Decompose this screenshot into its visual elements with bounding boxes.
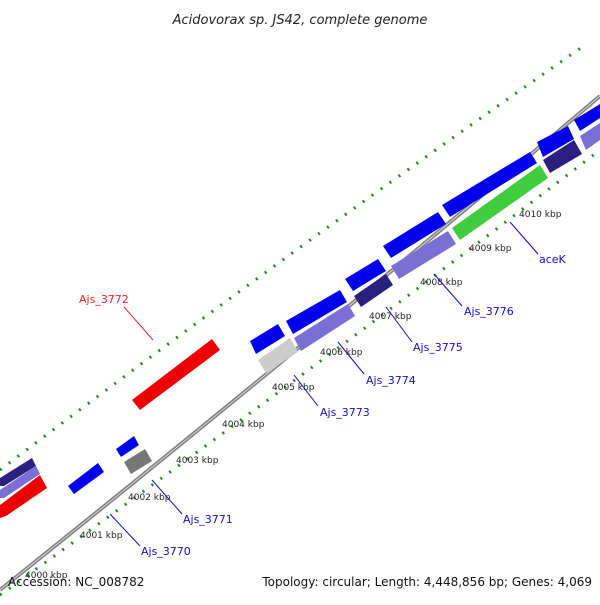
tick-label-4003: 4003 kbp: [176, 456, 219, 466]
gene-top-right-dark: [543, 140, 582, 173]
gene-ajs-3771: [124, 449, 152, 474]
gene-ajs-3775-upper: [345, 259, 386, 291]
inner-dotted-ring: [0, 148, 600, 597]
gene-ajs-3776: [391, 231, 456, 279]
gene-ajs-3775: [354, 274, 393, 307]
gene-ajs-3772: [132, 339, 220, 410]
tick-label-4010: 4010 kbp: [519, 210, 562, 220]
gene-top-right-edge: [574, 104, 600, 131]
leader-line-ajs-3773: [293, 374, 319, 407]
gene-left-red: [0, 475, 47, 518]
leader-line-acek: [509, 221, 539, 255]
gene-ajs-3776-upper: [383, 212, 446, 258]
gene-left-purple: [0, 466, 40, 498]
accession-text: Accession: NC_008782: [8, 575, 144, 589]
gene-ajs-3774-upper: [286, 290, 347, 334]
leader-line-ajs-3772: [123, 306, 154, 341]
leader-line-ajs-3771: [151, 479, 183, 515]
gene-label-ajs-3774: Ajs_3774: [366, 374, 416, 387]
tick-label-4001: 4001 kbp: [80, 531, 123, 541]
gene-ajs-3773: [258, 338, 298, 373]
gene-top-right-edge-purple: [580, 123, 600, 150]
gene-ajs-3773-upper: [250, 324, 285, 354]
gene-label-ajs-3773: Ajs_3773: [320, 406, 370, 419]
tick-label-4007: 4007 kbp: [369, 312, 412, 322]
gene-acek-upper: [442, 152, 537, 217]
leader-line-ajs-3774: [337, 341, 365, 375]
tick-label-4009: 4009 kbp: [469, 244, 512, 254]
gene-ajs-3770: [68, 463, 104, 494]
leader-line-ajs-3770: [109, 513, 141, 547]
tick-label-4005: 4005 kbp: [272, 383, 315, 393]
gene-acek: [452, 165, 548, 240]
gene-label-ajs-3771: Ajs_3771: [183, 513, 233, 526]
gene-label-ajs-3776: Ajs_3776: [464, 305, 514, 318]
gene-ajs-3774: [294, 304, 355, 351]
tick-label-4002: 4002 kbp: [128, 493, 171, 503]
tick-label-4000: 4000 kbp: [25, 571, 68, 581]
outer-dotted-ring: [0, 43, 586, 472]
gene-label-ajs-3772: Ajs_3772: [79, 293, 129, 306]
gene-ajs-3771-upper: [116, 436, 139, 457]
tick-label-4004: 4004 kbp: [222, 420, 265, 430]
tick-label-4006: 4006 kbp: [320, 348, 363, 358]
gene-left-dark: [0, 458, 36, 486]
gene-label-acek: aceK: [539, 253, 567, 266]
leader-line-ajs-3776: [433, 273, 463, 307]
map-title: Acidovorax sp. JS42, complete genome: [172, 13, 428, 28]
gene-label-ajs-3775: Ajs_3775: [413, 341, 463, 354]
genome-summary-text: Topology: circular; Length: 4,448,856 bp…: [261, 575, 592, 589]
leader-line-ajs-3775: [385, 306, 413, 343]
gene-top-right-upper: [537, 126, 574, 157]
gene-label-ajs-3770: Ajs_3770: [141, 545, 191, 558]
